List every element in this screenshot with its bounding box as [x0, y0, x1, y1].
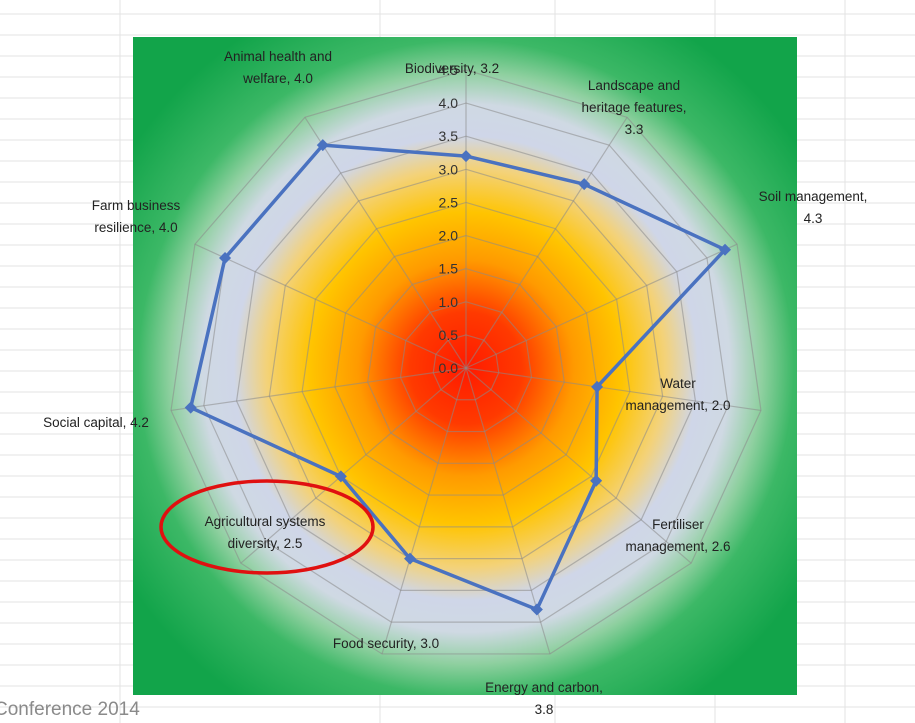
data-point	[719, 243, 732, 256]
data-point	[334, 470, 347, 483]
data-point	[404, 552, 417, 565]
data-point	[578, 178, 591, 191]
category-label: welfare, 4.0	[242, 71, 313, 86]
grid-ring	[399, 301, 533, 433]
grid-spoke	[381, 367, 467, 655]
data-point	[460, 150, 472, 163]
category-label: Energy and carbon,	[485, 680, 603, 695]
data-point	[219, 251, 232, 264]
category-label: management, 2.6	[625, 539, 730, 554]
tick-label: 4.5	[439, 62, 459, 78]
grid-spoke	[194, 243, 467, 369]
category-label: Biodiversity, 3.2	[405, 61, 499, 76]
grid-spoke	[170, 367, 467, 412]
category-label: 3.3	[625, 122, 644, 137]
tick-label: 3.5	[439, 128, 459, 144]
grid-spoke	[240, 367, 467, 564]
category-label: Social capital, 4.2	[43, 415, 149, 430]
grid-ring	[268, 168, 664, 560]
grid-ring	[334, 234, 598, 496]
category-label: diversity, 2.5	[228, 536, 303, 551]
category-label: management, 2.0	[625, 398, 730, 413]
category-label: 3.8	[535, 702, 554, 717]
category-label: Farm business	[92, 198, 181, 213]
category-label: Soil management,	[759, 189, 868, 204]
data-point	[530, 603, 543, 616]
grid-ring	[170, 69, 762, 655]
grid-spoke	[465, 243, 738, 369]
category-labels: Biodiversity, 3.2 Landscape and heritage f…	[43, 49, 867, 717]
category-label: Landscape and	[588, 78, 680, 93]
tick-label: 4.0	[439, 95, 459, 111]
grid-ring	[432, 334, 500, 401]
tick-label: 1.0	[439, 294, 459, 310]
grid-ring	[301, 201, 631, 528]
grid-ring	[367, 268, 565, 464]
category-label: Food security, 3.0	[333, 636, 439, 651]
tick-label: 2.0	[439, 228, 459, 244]
grid-spoke	[465, 116, 628, 369]
category-label: Fertiliser	[652, 517, 704, 532]
data-point	[590, 474, 603, 487]
data-series	[184, 139, 732, 616]
tick-label: 0.5	[439, 327, 459, 343]
category-label: heritage features,	[581, 100, 686, 115]
radar-grid	[170, 69, 762, 655]
grid-spoke	[465, 367, 692, 564]
grid-ring	[235, 135, 697, 591]
data-point	[316, 139, 329, 152]
series-line	[188, 143, 727, 612]
category-label: Water	[660, 376, 696, 391]
tick-label: 3.0	[439, 161, 459, 177]
data-point	[184, 401, 197, 414]
tick-label: 1.5	[439, 261, 459, 277]
grid-spoke	[304, 116, 467, 369]
radial-ticks: 0.0 0.5 1.0 1.5 2.0 2.5 3.0 3.5 4.0 4.5	[439, 62, 459, 376]
data-point	[591, 380, 604, 393]
category-label: Agricultural systems	[205, 514, 326, 529]
grid-spoke	[465, 367, 762, 412]
footer-text: Conference 2014	[0, 699, 140, 720]
highlight-circle	[159, 479, 375, 575]
category-label: Animal health and	[224, 49, 332, 64]
category-label: 4.3	[804, 211, 823, 226]
category-label: resilience, 4.0	[94, 220, 177, 235]
tick-label: 0.0	[439, 360, 459, 376]
tick-label: 2.5	[439, 194, 459, 210]
